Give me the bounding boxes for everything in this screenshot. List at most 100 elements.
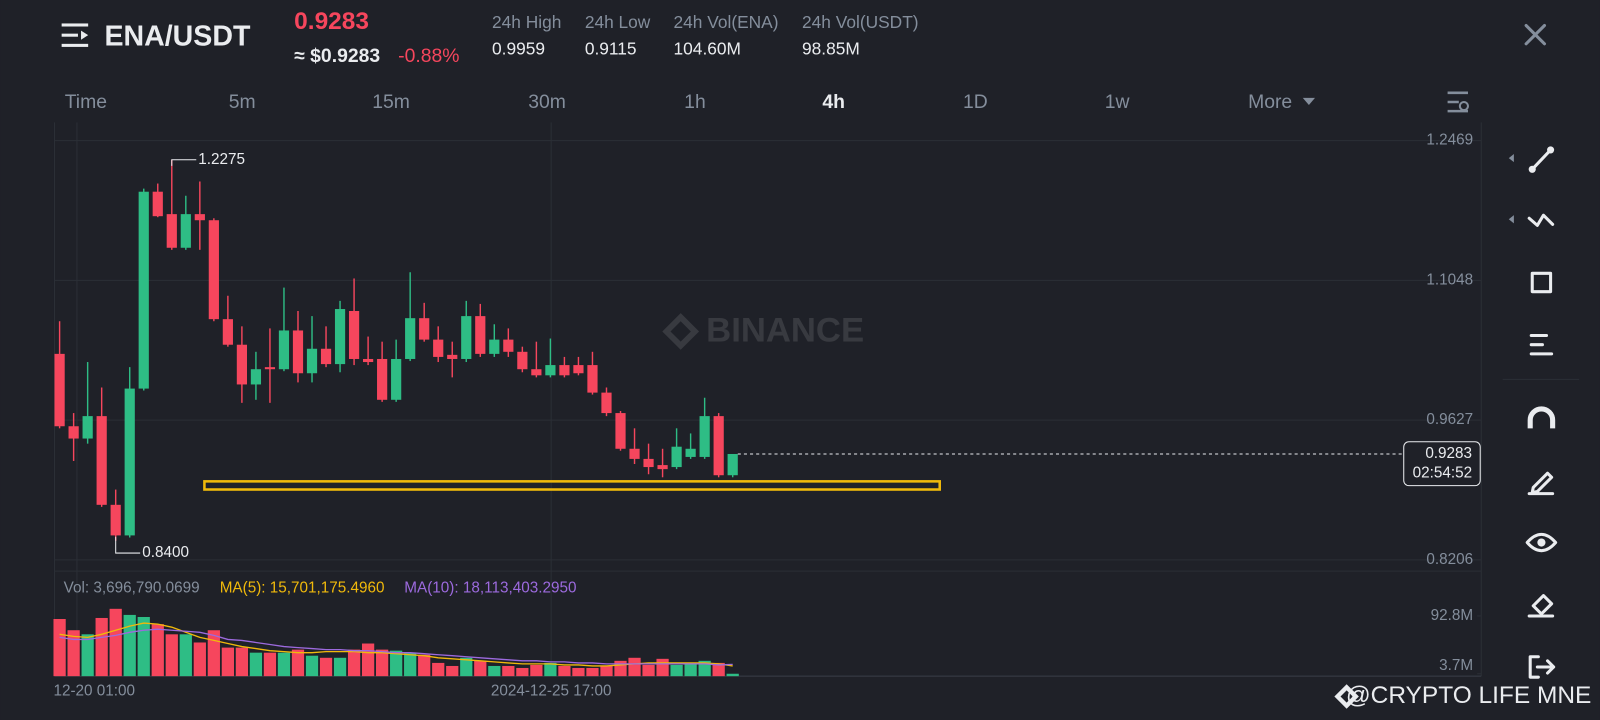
last-price: 0.9283 bbox=[294, 8, 369, 35]
high-marker bbox=[171, 159, 197, 166]
tool-shape[interactable] bbox=[1530, 271, 1553, 294]
low-label: 0.8400 bbox=[142, 544, 189, 561]
candle-body bbox=[685, 448, 696, 457]
volume-bar bbox=[221, 647, 234, 677]
chart-settings[interactable] bbox=[1447, 91, 1470, 113]
candle-body bbox=[629, 448, 640, 459]
tool-edit[interactable] bbox=[1527, 471, 1555, 496]
volume-bar bbox=[460, 657, 473, 677]
volume-bar bbox=[361, 643, 375, 677]
volume-bar bbox=[249, 652, 263, 677]
tool-icon bbox=[1527, 213, 1555, 227]
tool-icon bbox=[1530, 271, 1553, 294]
volume-bar bbox=[614, 660, 627, 677]
candle-body bbox=[236, 344, 247, 385]
tool-expand bbox=[1508, 153, 1514, 163]
volume-bar bbox=[530, 664, 543, 677]
stat-value: 98.85M bbox=[802, 39, 860, 59]
candle-body bbox=[559, 365, 570, 376]
candle-body bbox=[671, 446, 682, 468]
tool-fib[interactable] bbox=[1508, 213, 1555, 227]
volume-bar bbox=[235, 647, 249, 677]
candle-body bbox=[152, 191, 163, 217]
candle-body bbox=[391, 358, 402, 400]
candle-body bbox=[573, 365, 584, 374]
candle-body bbox=[587, 365, 598, 393]
candle-body bbox=[292, 330, 304, 374]
interval-tab[interactable]: 4h bbox=[822, 91, 845, 113]
tool-expand bbox=[1508, 215, 1514, 224]
price-grid: 0.8206 0.9627 1.1048 1.2469 bbox=[54, 132, 1482, 568]
watermark-logo bbox=[662, 313, 700, 350]
tool-eraser[interactable] bbox=[1527, 594, 1555, 618]
candle-body bbox=[503, 339, 514, 352]
volume-bar bbox=[390, 650, 403, 677]
pair-name[interactable]: ENA/USDT bbox=[104, 20, 250, 52]
candle-body bbox=[517, 351, 528, 370]
dropdown-arrow bbox=[1302, 97, 1316, 106]
candle-body bbox=[54, 353, 65, 427]
volume-bar bbox=[418, 654, 431, 677]
tool-exit[interactable] bbox=[1528, 655, 1556, 679]
ma-line bbox=[59, 622, 733, 667]
candle-body bbox=[475, 316, 486, 354]
interval-label: 1D bbox=[963, 91, 988, 113]
stats: 24h High 0.9959 24h Low 0.9115 24h Vol(ENA) 1… bbox=[492, 12, 919, 59]
price-tag-value: 0.9283 bbox=[1425, 445, 1472, 462]
tool-text[interactable] bbox=[1529, 333, 1554, 356]
candle-body bbox=[180, 214, 191, 248]
volume-bar bbox=[656, 658, 669, 677]
interval-tab[interactable]: 30m bbox=[528, 91, 566, 113]
high-label: 1.2275 bbox=[198, 151, 245, 168]
volume-bar bbox=[712, 662, 725, 677]
drawn-rectangle[interactable] bbox=[203, 480, 941, 491]
volume-bar bbox=[81, 634, 94, 677]
volume-bar bbox=[53, 619, 66, 677]
interval-label: 5m bbox=[229, 91, 256, 113]
stat-label: 24h Low bbox=[585, 12, 651, 32]
price-change: -0.88% bbox=[398, 45, 459, 67]
stat-label: 24h Vol(USDT) bbox=[802, 12, 919, 32]
volume-tick-label: 3.7M bbox=[1439, 657, 1473, 674]
tool-icon bbox=[1537, 538, 1546, 547]
volume-bar bbox=[319, 657, 333, 677]
candle-body bbox=[110, 504, 121, 536]
volume-bar bbox=[474, 660, 487, 677]
y-tick-label: 1.2469 bbox=[1426, 132, 1473, 149]
candle-body bbox=[124, 388, 135, 536]
volume-bar bbox=[446, 665, 459, 677]
tool-visibility[interactable] bbox=[1525, 532, 1558, 553]
volume-panel: Vol: 3,696,790.0699 MA(5): 15,701,175.496… bbox=[53, 579, 1482, 677]
interval-tab[interactable]: 1w bbox=[1105, 91, 1131, 113]
close-button[interactable] bbox=[1524, 23, 1547, 46]
candle-body bbox=[489, 339, 500, 354]
interval-tab[interactable]: Time bbox=[65, 91, 107, 113]
interval-label: 30m bbox=[528, 91, 566, 113]
menu-bar bbox=[61, 43, 89, 47]
y-tick-label: 0.8206 bbox=[1426, 551, 1473, 568]
volume-bar bbox=[67, 630, 80, 677]
interval-tab[interactable]: 1D bbox=[963, 91, 988, 113]
tool-magnet[interactable] bbox=[1527, 406, 1556, 429]
volume-bar bbox=[109, 608, 122, 677]
candle-body bbox=[377, 358, 388, 400]
interval-tab[interactable]: 5m bbox=[229, 91, 256, 113]
tool-icon bbox=[1547, 146, 1555, 154]
candle-body bbox=[363, 358, 374, 363]
volume-bar bbox=[165, 634, 178, 677]
volume-bar bbox=[488, 665, 501, 677]
tool-trendline[interactable] bbox=[1508, 146, 1555, 173]
interval-tab[interactable]: 15m bbox=[372, 91, 410, 113]
volume-bar bbox=[333, 657, 347, 677]
stat-label: 24h Vol(ENA) bbox=[674, 12, 779, 32]
menu-icon[interactable] bbox=[61, 23, 89, 47]
candle-body bbox=[615, 413, 626, 449]
candle-body bbox=[348, 310, 360, 359]
interval-tab[interactable]: More bbox=[1248, 91, 1316, 113]
ma-line bbox=[59, 628, 733, 666]
candle-body bbox=[433, 339, 444, 357]
volume-bar bbox=[123, 614, 136, 677]
interval-tab[interactable]: 1h bbox=[684, 91, 706, 113]
y-tick-label: 1.1048 bbox=[1426, 271, 1473, 288]
